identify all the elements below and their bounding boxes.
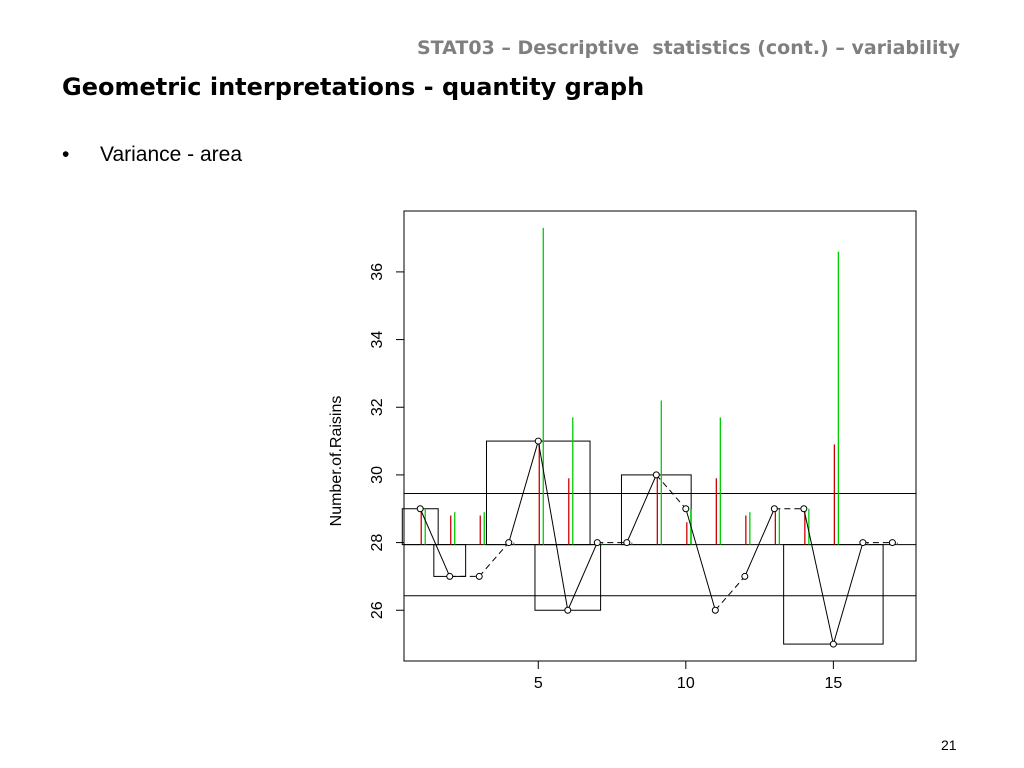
data-point (682, 505, 690, 513)
data-connector (803, 508, 834, 645)
data-point (564, 606, 572, 614)
data-connector (655, 474, 687, 510)
data-connector (537, 440, 569, 611)
y-axis-title: Number.of.Raisins (328, 396, 345, 527)
course-title: STAT03 – Descriptive statistics (cont.) … (417, 37, 960, 59)
data-point (446, 572, 454, 580)
variance-square (783, 544, 884, 645)
data-point (593, 539, 601, 547)
data-point (652, 471, 660, 479)
data-connector (685, 508, 716, 611)
x-tick-label: 15 (824, 675, 842, 692)
data-point (770, 505, 778, 513)
data-point (416, 505, 424, 513)
y-tick-label: 34 (369, 331, 386, 349)
bullet-text: Variance - area (100, 143, 243, 166)
data-point (534, 437, 542, 445)
data-point (741, 572, 749, 580)
data-connector (508, 440, 539, 543)
data-point (800, 505, 808, 513)
plot-frame (403, 210, 917, 662)
data-point (859, 539, 867, 547)
variance-square (401, 508, 439, 546)
data-connector (744, 508, 775, 577)
data-connector (478, 542, 510, 577)
data-point (505, 539, 513, 547)
data-connector (567, 542, 598, 611)
y-tick-label: 30 (369, 466, 386, 484)
y-tick-label: 26 (369, 601, 386, 619)
variance-square (534, 544, 602, 611)
bullet-icon: • (62, 143, 70, 166)
data-connector (832, 542, 864, 645)
y-tick-label: 28 (369, 534, 386, 552)
page-number: 21 (941, 737, 957, 753)
y-tick-label: 32 (369, 398, 386, 416)
variance-square (433, 544, 467, 577)
data-connector (419, 508, 451, 577)
slide-title: Geometric interpretations - quantity gra… (62, 73, 645, 101)
y-tick-label: 36 (369, 263, 386, 281)
x-tick-label: 10 (677, 675, 695, 692)
data-point (623, 539, 631, 547)
data-point (711, 606, 719, 614)
data-point (888, 539, 896, 547)
data-point (829, 640, 837, 648)
variance-square (486, 440, 591, 546)
data-connector (626, 474, 657, 543)
data-point (475, 572, 483, 580)
variance-square (620, 474, 692, 546)
x-tick-label: 5 (534, 675, 543, 692)
data-connector (714, 576, 746, 611)
